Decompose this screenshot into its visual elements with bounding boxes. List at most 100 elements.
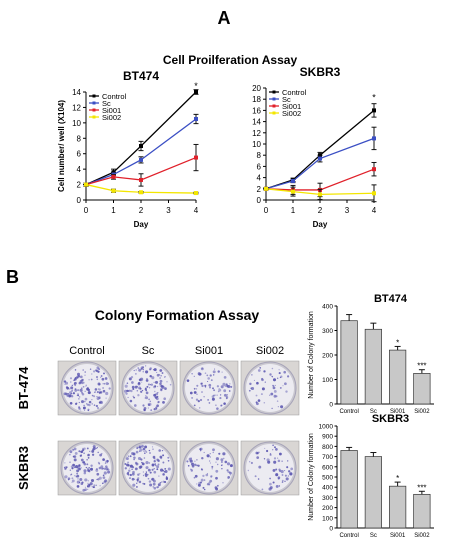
stained-colony [95, 484, 97, 486]
stained-colony [203, 488, 206, 491]
stained-colony [253, 379, 255, 381]
stained-colony [226, 469, 229, 472]
stained-colony [223, 389, 227, 393]
stained-colony [78, 450, 81, 453]
stained-colony [167, 456, 170, 459]
stained-colony [147, 407, 150, 409]
stained-colony [151, 468, 154, 471]
stained-colony [220, 458, 224, 462]
stained-colony [84, 397, 88, 401]
stained-colony [128, 377, 132, 381]
series-line-control [85, 91, 197, 186]
stained-colony [103, 480, 107, 484]
stained-colony [255, 401, 258, 404]
stained-colony [209, 453, 211, 455]
stained-colony [159, 379, 163, 383]
legend-marker-si001 [272, 104, 276, 108]
stained-colony [98, 368, 101, 371]
stained-colony [161, 449, 164, 452]
data-point-si001 [372, 167, 376, 172]
stained-colony [274, 446, 276, 449]
dish-column-label: Si002 [256, 345, 284, 357]
stained-colony [136, 482, 138, 484]
stained-colony [97, 451, 99, 454]
stained-colony [87, 388, 91, 392]
x-tick-label: 1 [291, 206, 296, 215]
stained-colony [83, 462, 87, 466]
stained-colony [201, 391, 203, 393]
stained-colony [156, 465, 160, 469]
stained-colony [207, 380, 209, 383]
stained-colony [77, 393, 79, 396]
stained-colony [103, 382, 106, 385]
stained-colony [211, 397, 215, 401]
stained-colony [87, 386, 89, 389]
stained-colony [123, 389, 128, 393]
panel-b-letter: B [6, 267, 19, 287]
stained-colony [80, 387, 83, 390]
stained-colony [271, 367, 274, 370]
stained-colony [148, 387, 151, 389]
stained-colony [101, 482, 104, 485]
y-axis-label: Number of Colony formation [308, 311, 315, 399]
stained-colony [210, 476, 212, 478]
stained-colony [202, 474, 205, 478]
stained-colony [153, 381, 155, 384]
stained-colony [106, 468, 109, 471]
legend-label: Si002 [102, 113, 121, 122]
stained-colony [135, 485, 138, 488]
stained-colony [92, 448, 95, 451]
stained-colony [70, 395, 74, 398]
stained-colony [100, 465, 104, 468]
stained-colony [69, 377, 73, 380]
stained-colony [257, 369, 261, 372]
stained-colony [138, 480, 142, 484]
y-tick-label: 200 [322, 353, 333, 360]
legend-marker-sc [92, 101, 96, 105]
stained-colony [281, 481, 284, 483]
stained-colony [289, 472, 293, 476]
stained-colony [154, 458, 156, 460]
stained-colony [84, 390, 86, 392]
stained-colony [73, 447, 77, 451]
stained-colony [261, 488, 264, 491]
stained-colony [74, 389, 78, 392]
stained-colony [164, 467, 167, 470]
stained-colony [212, 370, 216, 374]
stained-colony [91, 453, 95, 456]
legend-label: Control [282, 88, 307, 97]
stained-colony [89, 368, 92, 370]
stained-colony [254, 475, 257, 478]
data-point-control [372, 108, 376, 113]
stained-colony [156, 468, 159, 471]
stained-colony [149, 471, 152, 474]
stained-colony [99, 453, 102, 457]
stained-colony [166, 381, 168, 383]
stained-colony [153, 470, 157, 474]
stained-colony [277, 377, 279, 379]
stained-colony [287, 375, 290, 378]
y-tick-label: 6 [77, 150, 82, 159]
stained-colony [280, 375, 283, 378]
stained-colony [270, 392, 274, 396]
stained-colony [76, 469, 80, 473]
stained-colony [75, 466, 77, 468]
stained-colony [78, 406, 81, 409]
panel-a-title: Cell Proilferation Assay [163, 53, 298, 67]
stained-colony [273, 460, 277, 464]
stained-colony [217, 370, 220, 373]
stained-colony [165, 476, 168, 478]
stained-colony [145, 466, 149, 470]
stained-colony [154, 463, 157, 465]
stained-colony [86, 468, 89, 470]
stained-colony [212, 394, 215, 397]
stained-colony [267, 460, 271, 464]
stained-colony [85, 466, 88, 469]
stained-colony [218, 452, 221, 455]
chart-title: BT474 [374, 293, 408, 305]
data-point-sc [139, 157, 143, 162]
stained-colony [250, 387, 252, 390]
stained-colony [221, 468, 223, 470]
x-tick-label: 4 [372, 206, 377, 215]
stained-colony [191, 373, 193, 375]
